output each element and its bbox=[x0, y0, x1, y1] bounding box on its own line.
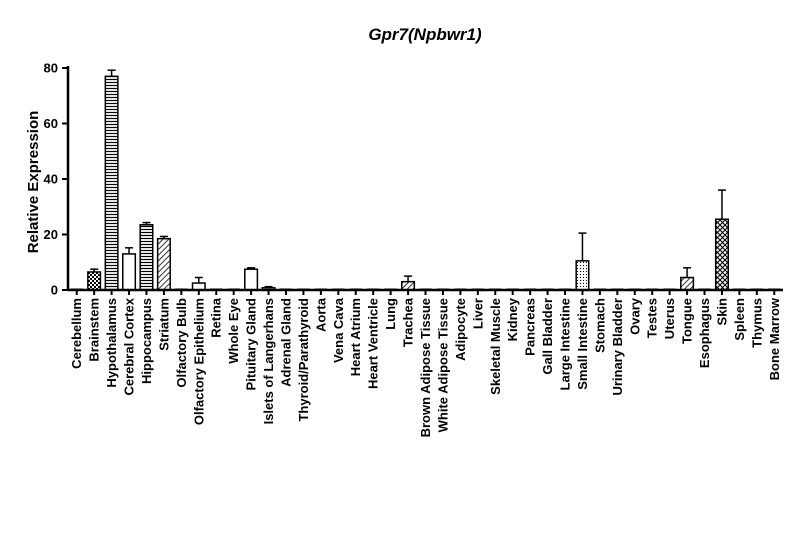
category-label: Pituitary Gland bbox=[244, 298, 259, 391]
category-label: White Adipose Tissue bbox=[435, 298, 450, 432]
x-axis bbox=[68, 288, 783, 295]
y-tick-label: 0 bbox=[51, 283, 58, 298]
category-label: Adipocyte bbox=[453, 298, 468, 361]
category-label: Hippocampus bbox=[139, 298, 154, 384]
category-label: Vena Cava bbox=[331, 297, 346, 363]
category-label: Small Intestine bbox=[575, 298, 590, 390]
category-label: Heart Atrium bbox=[348, 298, 363, 376]
category-label: Trachea bbox=[401, 297, 416, 347]
category-label: Large Intestine bbox=[558, 298, 573, 390]
bar bbox=[156, 237, 171, 291]
category-label: Tongue bbox=[680, 298, 695, 344]
category-label: Ovary bbox=[627, 297, 642, 335]
category-label: Pancreas bbox=[523, 298, 538, 356]
category-label: Olfactory Epithelium bbox=[191, 298, 206, 425]
category-label: Cerebellum bbox=[69, 298, 84, 369]
bar bbox=[575, 260, 590, 291]
category-label: Brown Adipose Tissue bbox=[418, 298, 433, 437]
category-label: Testes bbox=[645, 298, 660, 338]
category-label: Bone Marrow bbox=[767, 297, 782, 380]
y-axis-label: Relative Expression bbox=[25, 111, 42, 254]
category-label: Gall Bladder bbox=[540, 298, 555, 375]
bar bbox=[714, 218, 729, 291]
category-label: Kidney bbox=[505, 297, 520, 341]
category-label: Whole Eye bbox=[226, 298, 241, 364]
category-label: Skeletal Muscle bbox=[488, 298, 503, 395]
bar bbox=[104, 75, 119, 291]
category-label: Cerebral Cortex bbox=[122, 297, 137, 395]
category-label: Hypothalamus bbox=[104, 298, 119, 388]
category-label: Stomach bbox=[592, 298, 607, 353]
category-labels: Cerebellum Brainstem Hypothalamus Cerebral … bbox=[69, 297, 782, 437]
category-label: Islets of Langerhans bbox=[261, 298, 276, 424]
bar bbox=[122, 253, 137, 291]
category-label: Adrenal Gland bbox=[278, 298, 293, 387]
category-label: Brainstem bbox=[87, 298, 102, 362]
bar bbox=[139, 224, 154, 291]
category-label: Lung bbox=[383, 298, 398, 330]
category-label: Spleen bbox=[732, 298, 747, 341]
category-label: Aorta bbox=[313, 297, 328, 332]
y-tick-label: 60 bbox=[44, 116, 58, 131]
bar bbox=[244, 268, 259, 291]
y-tick-label: 40 bbox=[44, 172, 58, 187]
category-label: Uterus bbox=[662, 298, 677, 339]
error-bars bbox=[90, 69, 726, 288]
category-label: Urinary Bladder bbox=[610, 298, 625, 396]
category-label: Olfactory Bulb bbox=[174, 298, 189, 388]
category-label: Thyroid/Parathyroid bbox=[296, 298, 311, 422]
category-label: Esophagus bbox=[697, 298, 712, 368]
category-label: Striatum bbox=[156, 298, 171, 351]
category-label: Skin bbox=[714, 298, 729, 326]
chart-title: Gpr7(Npbwr1) bbox=[368, 25, 482, 44]
category-label: Liver bbox=[470, 298, 485, 329]
category-label: Retina bbox=[209, 297, 224, 338]
category-label: Thymus bbox=[749, 298, 764, 348]
category-label: Heart Ventricle bbox=[366, 298, 381, 389]
y-tick-label: 80 bbox=[44, 61, 58, 76]
y-tick-label: 20 bbox=[44, 227, 58, 242]
y-axis: 0 20 40 60 80 bbox=[44, 61, 70, 298]
bar bbox=[87, 271, 102, 291]
bars bbox=[70, 75, 781, 291]
bar bbox=[680, 276, 695, 291]
